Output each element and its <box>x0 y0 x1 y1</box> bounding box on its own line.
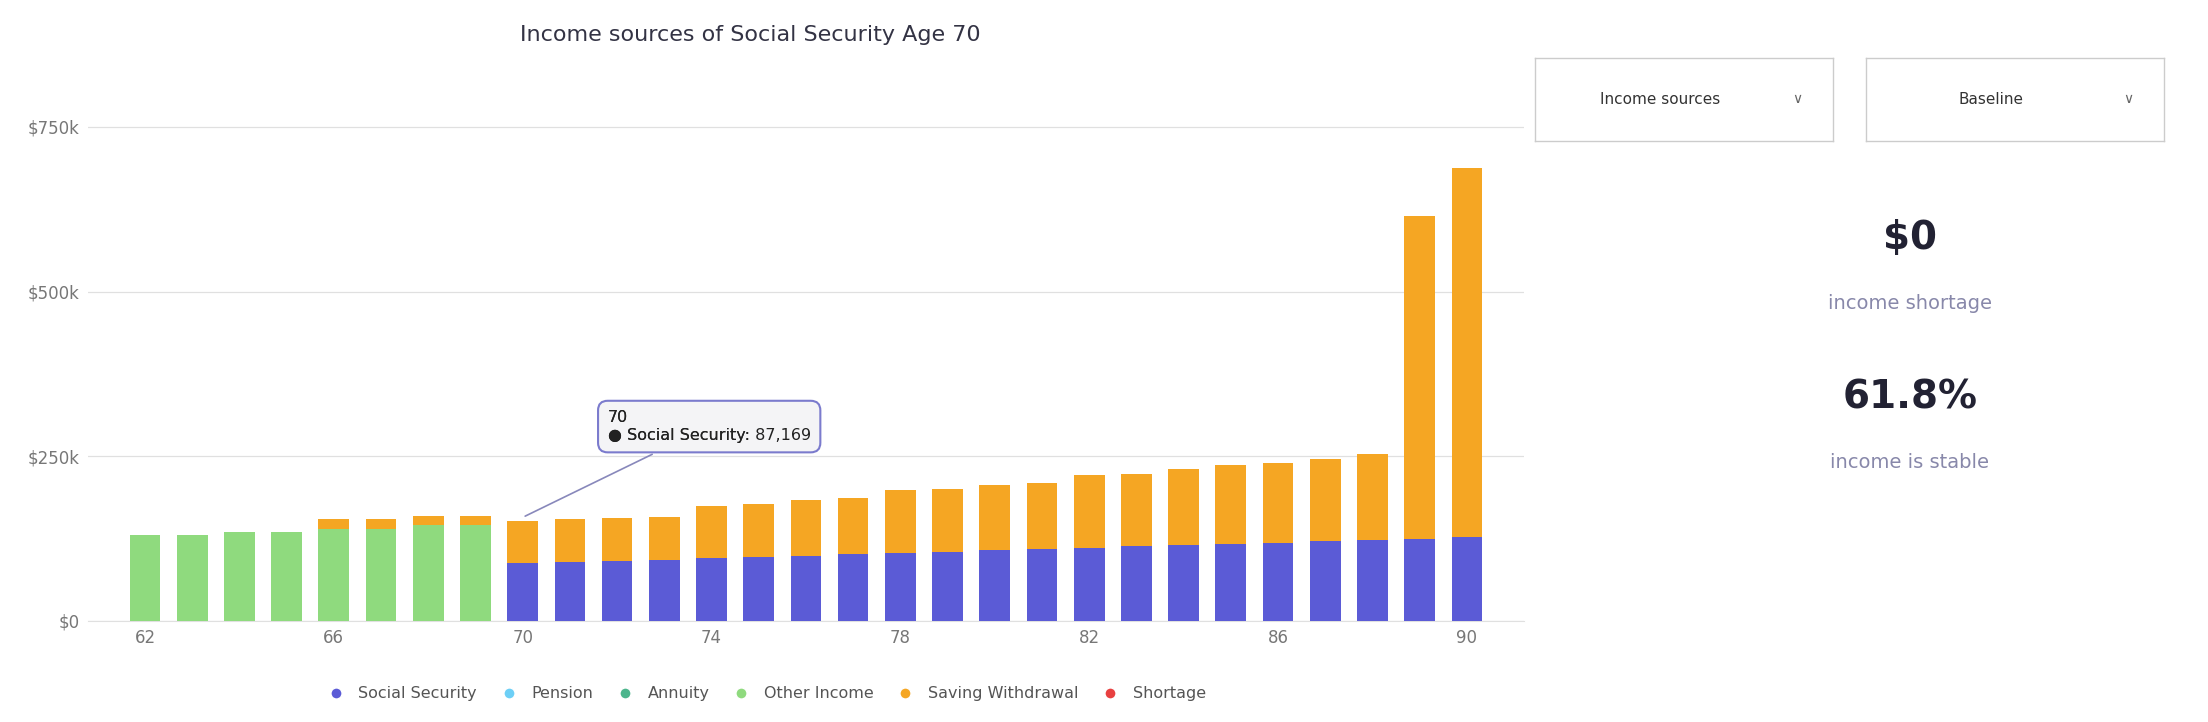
Text: income shortage: income shortage <box>1828 294 1992 313</box>
Bar <box>318 529 349 621</box>
Bar <box>1263 464 1294 542</box>
Bar <box>318 519 349 529</box>
Bar <box>1309 459 1340 542</box>
Bar <box>1358 540 1389 621</box>
Bar <box>130 535 161 621</box>
Bar <box>459 516 490 526</box>
Legend: Social Security, Pension, Annuity, Other Income, Saving Withdrawal, Shortage: Social Security, Pension, Annuity, Other… <box>314 680 1212 708</box>
Bar <box>272 532 302 621</box>
Bar <box>1168 545 1199 621</box>
Bar <box>837 498 868 554</box>
Bar <box>932 490 963 552</box>
Bar <box>696 558 726 621</box>
Text: 70
● Social Security: 87,169: 70 ● Social Security: 87,169 <box>526 410 810 516</box>
Bar <box>885 553 916 621</box>
Bar <box>1263 542 1294 621</box>
Bar <box>1027 483 1058 549</box>
Bar <box>744 504 775 557</box>
Bar <box>980 550 1009 621</box>
Bar <box>885 490 916 553</box>
Bar <box>1451 537 1482 621</box>
Text: Baseline: Baseline <box>1958 92 2023 107</box>
Bar <box>413 526 444 621</box>
Bar <box>554 562 585 621</box>
Bar <box>177 535 208 621</box>
Bar <box>508 563 539 621</box>
Text: 70
● Social Security:: 70 ● Social Security: <box>607 410 755 443</box>
Bar <box>1214 544 1245 621</box>
Bar <box>1168 469 1199 545</box>
Bar <box>508 521 539 563</box>
Text: ∨: ∨ <box>2124 92 2133 106</box>
Bar <box>459 526 490 621</box>
Bar <box>603 561 631 621</box>
Bar <box>980 484 1009 550</box>
Bar <box>1073 475 1104 548</box>
Bar <box>1451 168 1482 537</box>
Bar <box>1073 548 1104 621</box>
Bar <box>790 556 821 621</box>
Bar <box>367 529 397 621</box>
Bar <box>744 557 775 621</box>
Bar <box>1404 539 1435 621</box>
Bar <box>1309 542 1340 621</box>
Bar <box>696 505 726 558</box>
Bar <box>649 517 680 560</box>
Bar <box>1358 454 1389 540</box>
Bar <box>367 519 397 529</box>
Bar <box>1027 549 1058 621</box>
Bar <box>1122 474 1153 547</box>
Text: 61.8%: 61.8% <box>1841 378 1978 416</box>
Bar <box>603 518 631 561</box>
Bar <box>1404 216 1435 539</box>
Bar <box>413 516 444 526</box>
Bar <box>932 552 963 621</box>
Text: Income sources of Social Security Age 70: Income sources of Social Security Age 70 <box>521 25 980 45</box>
Bar <box>1122 547 1153 621</box>
Bar <box>1214 465 1245 544</box>
Bar <box>554 519 585 562</box>
Text: Income sources: Income sources <box>1599 92 1720 107</box>
Text: $0: $0 <box>1883 219 1936 257</box>
Text: ∨: ∨ <box>1793 92 1802 106</box>
Text: income is stable: income is stable <box>1830 453 1989 471</box>
Bar <box>790 500 821 556</box>
Bar <box>223 532 254 621</box>
Bar <box>837 554 868 621</box>
Bar <box>649 560 680 621</box>
